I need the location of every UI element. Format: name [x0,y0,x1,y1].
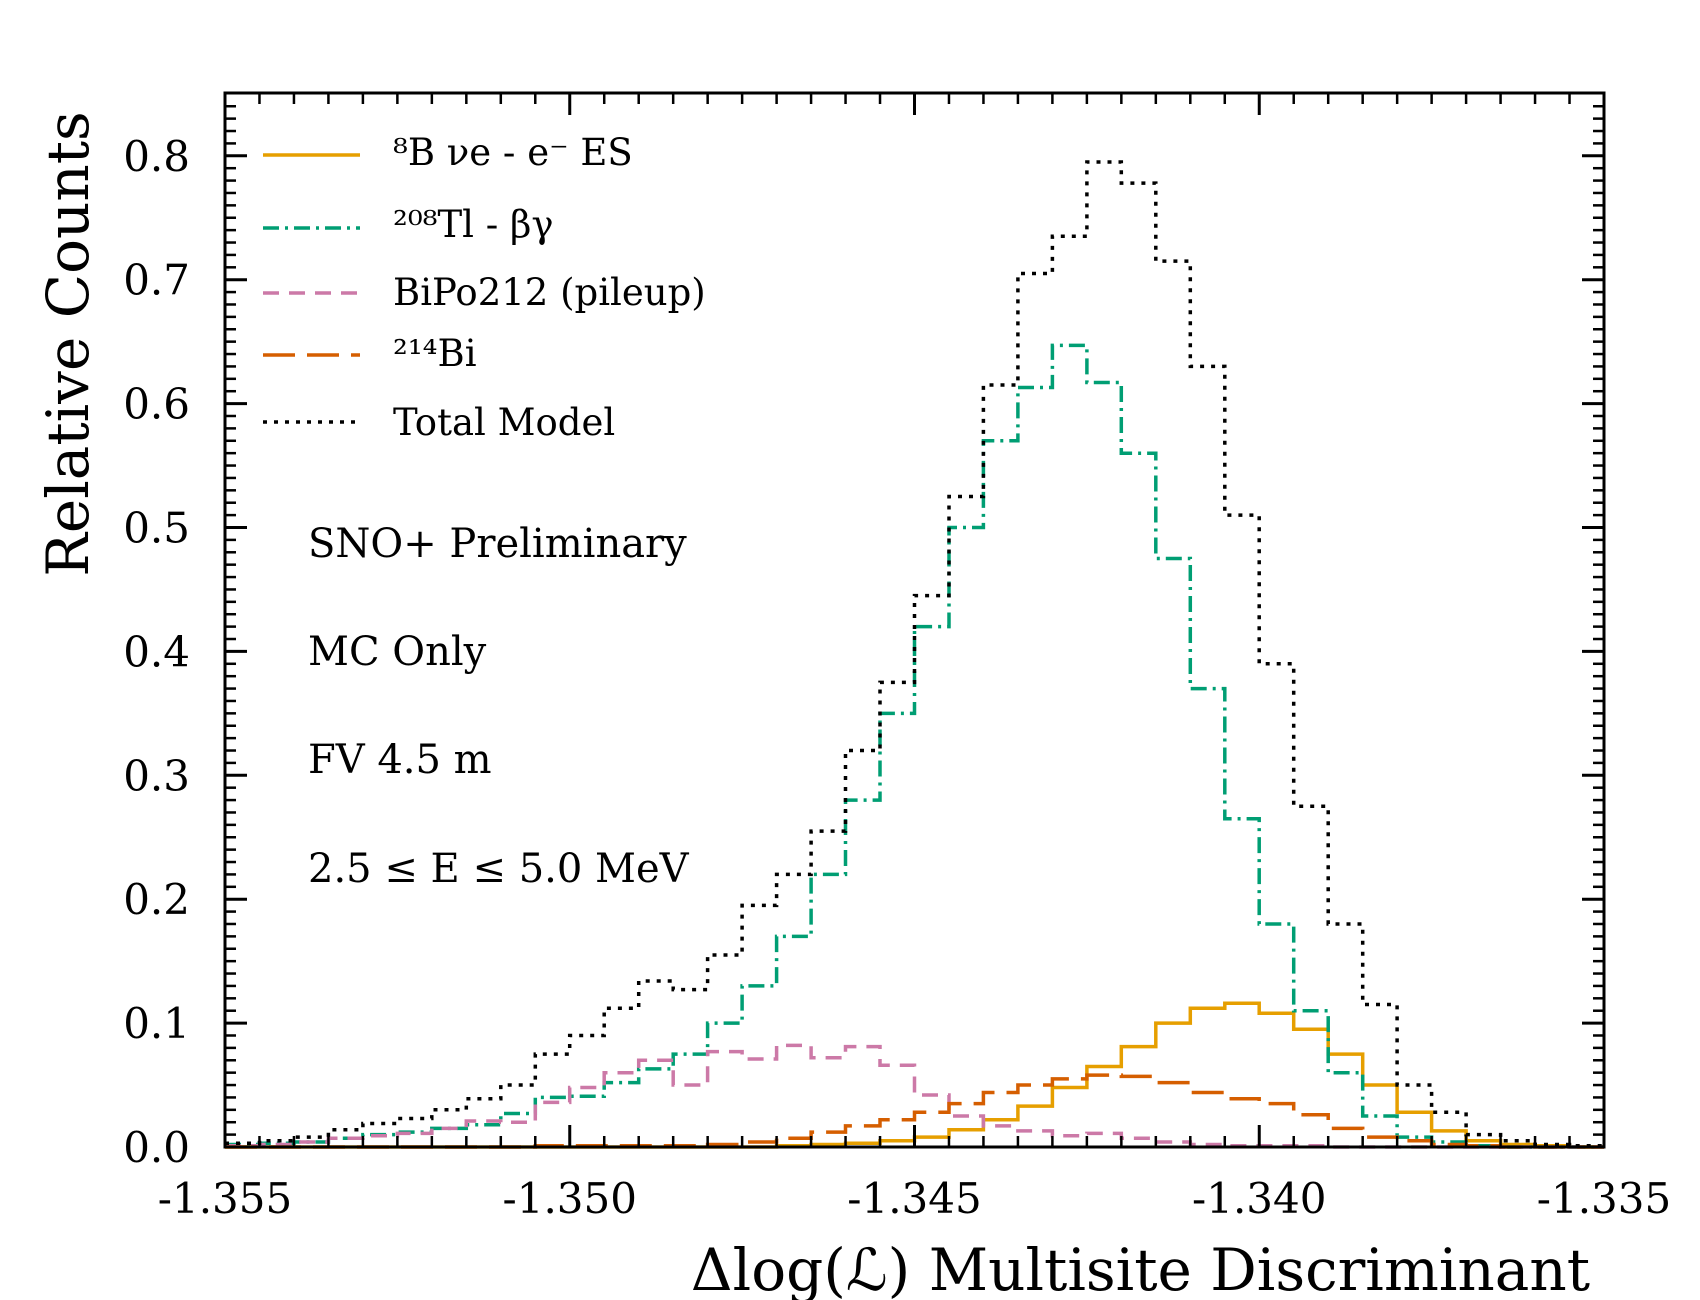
x-tick-label: -1.340 [1192,1174,1326,1223]
legend-label-tl208: ²⁰⁸Tl - βγ [393,203,554,246]
series-line-4 [225,160,1604,1148]
y-tick-label: 0.0 [123,1123,190,1172]
x-axis-label: Δlog(ℒ) Multisite Discriminant [691,1236,1590,1300]
annotation-energy: 2.5 ≤ E ≤ 5.0 MeV [308,846,690,892]
series-line-3 [225,1073,1604,1149]
x-tick-label: -1.355 [158,1174,292,1223]
annotations: SNO+ Preliminary MC Only FV 4.5 m 2.5 ≤ … [308,521,690,892]
annotation-preliminary: SNO+ Preliminary [308,521,687,567]
y-tick-label: 0.7 [123,256,190,305]
annotation-fv: FV 4.5 m [308,737,492,783]
legend-label-total: Total Model [393,401,615,444]
x-tick-label: -1.350 [503,1174,637,1223]
legend: ⁸B νe - e⁻ ES ²⁰⁸Tl - βγ BiPo212 (pileup… [263,131,706,444]
legend-label-bipo: BiPo212 (pileup) [393,271,706,314]
x-tick-label: -1.335 [1537,1174,1671,1223]
y-axis-label: Relative Counts [34,111,102,577]
annotation-mc-only: MC Only [308,629,487,675]
y-tick-label: 0.2 [123,875,190,924]
y-tick-label: 0.1 [123,999,190,1048]
legend-label-bi214: ²¹⁴Bi [393,332,477,375]
y-tick-label: 0.5 [123,504,190,553]
legend-label-8b: ⁸B νe - e⁻ ES [393,131,633,174]
tick-layer: 0.0 0.1 0.2 0.3 0.4 0.5 0.6 0.7 0.8 -1.355 -1.350 -… [123,93,1671,1223]
y-tick-label: 0.3 [123,751,190,800]
x-tick-label: -1.345 [847,1174,981,1223]
series-line-1 [225,343,1604,1149]
y-tick-label: 0.6 [123,380,190,429]
y-tick-label: 0.8 [123,132,190,181]
y-tick-label: 0.4 [123,627,190,676]
